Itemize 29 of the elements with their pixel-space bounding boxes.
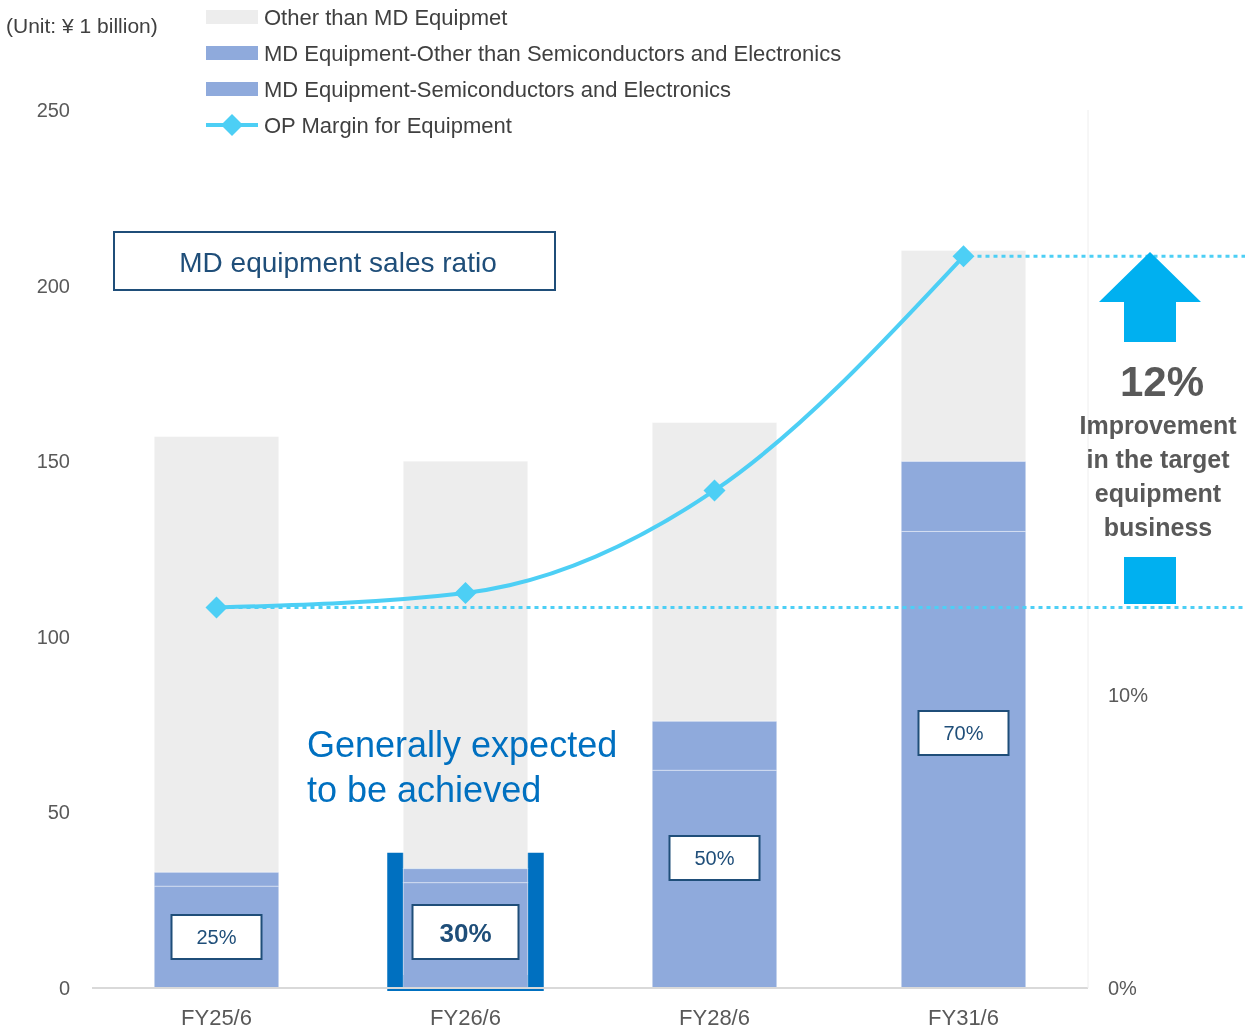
x-tick-label: FY31/6	[928, 1005, 999, 1030]
annotation: 25%	[196, 926, 237, 948]
y-tick-label: 150	[36, 450, 70, 473]
annotation: 30%	[439, 918, 492, 948]
x-tick-label: FY25/6	[181, 1005, 252, 1030]
point	[454, 581, 477, 604]
y-tick-label: 0	[58, 977, 70, 999]
point	[205, 596, 228, 619]
x-tick-label: FY26/6	[430, 1005, 501, 1030]
legend-label: MD Equipment-Other than Semiconductors and Electronics	[264, 41, 842, 66]
annotation: 70%	[943, 722, 984, 744]
annotation: 12%	[1119, 358, 1205, 405]
point	[703, 479, 726, 502]
legend-label: MD Equipment-Semiconductors and Electronics	[264, 77, 732, 102]
y2-tick-label: 0%	[1108, 977, 1138, 999]
annotation: Generally expected to be achieved	[307, 724, 618, 810]
x-tick-label: FY28/6	[679, 1005, 750, 1030]
point	[952, 245, 975, 268]
annotation: MD equipment sales ratio	[179, 247, 497, 278]
y2-tick-label: 10%	[1108, 684, 1149, 707]
y-tick-label: 50	[47, 801, 70, 824]
y-axis-title: (Unit: ¥ 1 billion)	[6, 14, 158, 37]
annotation: Improvement in the target equipment business	[1079, 411, 1238, 541]
legend-label: OP Margin for Equipment	[264, 113, 512, 138]
legend-label: Other than MD Equipmet	[264, 5, 508, 30]
annotation: 50%	[694, 847, 735, 869]
y-tick-label: 250	[36, 99, 70, 121]
y-tick-label: 200	[36, 274, 70, 297]
y-tick-label: 100	[36, 625, 70, 648]
